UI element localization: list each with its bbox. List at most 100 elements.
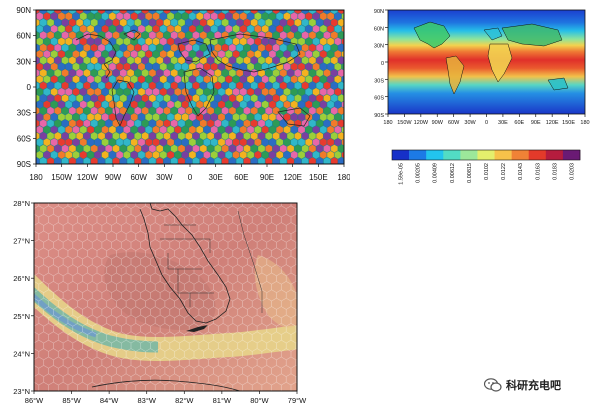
mesh-cell [208, 289, 219, 302]
mesh-cell [225, 37, 233, 46]
mesh-cell [188, 24, 196, 34]
mesh-cell [290, 75, 298, 84]
mesh-cell [228, 106, 236, 115]
mesh-cell [236, 31, 244, 40]
mesh-cell [77, 281, 88, 293]
mesh-cell [68, 144, 77, 153]
mesh-cell [239, 100, 247, 109]
mesh-cell [312, 138, 320, 147]
mesh-cell [48, 382, 59, 391]
mesh-cell [126, 131, 135, 141]
mesh-cell [283, 24, 291, 34]
mesh-cell [294, 94, 302, 103]
mesh-cell [243, 10, 251, 15]
mesh-cell [266, 306, 277, 318]
mesh-cell [135, 230, 146, 243]
mesh-cell [79, 112, 87, 122]
mesh-cell [121, 222, 132, 234]
mesh-cell [130, 150, 138, 160]
mesh-cell [68, 56, 77, 65]
mesh-cell [276, 87, 284, 97]
mesh-cell [213, 214, 224, 226]
mesh-cell [334, 24, 342, 34]
mesh-cell [301, 18, 309, 27]
mesh-cell [228, 43, 236, 52]
mesh-cell [228, 68, 236, 78]
mesh-cell [247, 205, 258, 218]
mesh-cell [266, 289, 277, 302]
mesh-cell [330, 10, 338, 15]
mesh-cell [213, 298, 224, 310]
mesh-cell [101, 239, 112, 251]
mesh-cell [184, 214, 195, 226]
mesh-cell [334, 112, 342, 122]
mesh-cell [159, 138, 167, 147]
mesh-cell [72, 239, 83, 251]
mesh-cell [126, 119, 135, 128]
mesh-cell [77, 203, 88, 209]
mesh-cell [199, 81, 207, 90]
mesh-cell [193, 314, 204, 327]
mesh-cell [316, 10, 324, 15]
lat-tick-label: 60N [374, 26, 384, 32]
mesh-cell [203, 331, 214, 344]
mesh-cell [184, 230, 195, 243]
mesh-cell [237, 289, 248, 302]
mesh-cell [286, 373, 297, 386]
mesh-cell [159, 306, 170, 318]
mesh-cell [334, 138, 342, 147]
mesh-cell [308, 106, 316, 115]
mesh-cell [137, 24, 146, 34]
mesh-cell [334, 75, 342, 84]
mesh-cell [239, 49, 247, 59]
mesh-cell [281, 348, 292, 360]
mesh-cell [156, 68, 164, 78]
mesh-cell [54, 56, 62, 65]
mesh-cell [174, 331, 185, 344]
mesh-cell [174, 230, 185, 243]
mesh-cell [286, 256, 297, 268]
mesh-cell [341, 126, 344, 134]
mesh-cell [319, 49, 327, 59]
mesh-cell [36, 157, 40, 164]
mesh-cell [150, 306, 161, 318]
mesh-cell [179, 256, 190, 268]
mesh-cell [57, 75, 66, 84]
mesh-cell [77, 230, 88, 243]
mesh-cell [330, 43, 338, 52]
mesh-cell [287, 144, 295, 153]
mesh-cell [148, 56, 156, 65]
mesh-cell [218, 356, 229, 369]
mesh-cell [46, 131, 55, 141]
mesh-cell [217, 100, 226, 109]
mesh-cell [39, 144, 47, 153]
mesh-cell [130, 373, 141, 386]
mesh-cell [217, 112, 226, 122]
mesh-cell [272, 119, 280, 128]
mesh-cell [254, 125, 262, 134]
mesh-cell [46, 81, 55, 90]
mesh-cell [137, 75, 146, 84]
mesh-cell [271, 365, 282, 377]
mesh-cell [111, 239, 122, 251]
mesh-cell [72, 289, 83, 302]
mesh-cell [301, 68, 309, 78]
mesh-cell [283, 37, 291, 46]
mesh-cell [111, 306, 122, 318]
mesh-cell [281, 247, 292, 260]
mesh-cell [130, 306, 141, 318]
mesh-cell [261, 348, 272, 360]
mesh-cell [184, 365, 195, 377]
mesh-cell [141, 131, 149, 141]
mesh-cell [271, 298, 282, 310]
lon-tick-label: 30W [156, 173, 173, 182]
mesh-cell [179, 356, 190, 369]
mesh-cell [276, 289, 287, 302]
mesh-cell [170, 81, 178, 90]
mesh-cell [101, 49, 109, 59]
mesh-cell [130, 323, 141, 335]
mesh-cell [101, 62, 109, 71]
mesh-cell [137, 87, 146, 97]
mesh-cell [156, 56, 164, 65]
mesh-cell [228, 144, 236, 153]
